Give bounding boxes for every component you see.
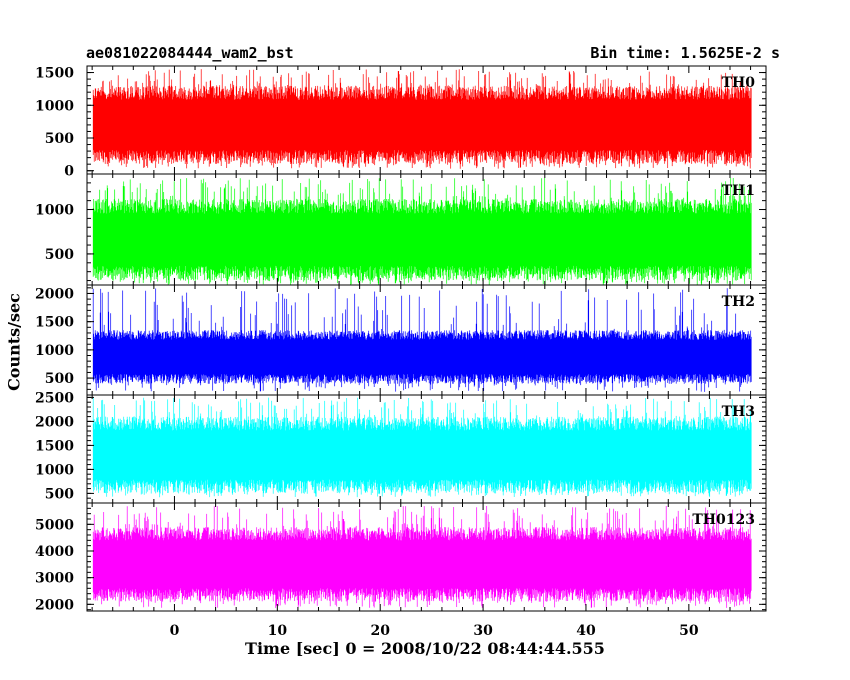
x-tick-label: 20 (370, 623, 390, 639)
y-tick-label: 1500 (35, 66, 74, 82)
y-tick-label: 500 (45, 486, 74, 502)
y-tick-label: 2000 (35, 597, 74, 613)
panel-label-th2: TH2 (722, 294, 755, 310)
x-tick-label: 50 (679, 623, 699, 639)
series-line-th3 (92, 397, 752, 498)
y-tick-label: 1500 (35, 438, 74, 454)
series-line-th0 (92, 69, 752, 169)
panel-label-th3: TH3 (722, 404, 755, 420)
series-line-th1 (92, 178, 752, 285)
y-tick-label: 5000 (35, 517, 74, 533)
y-tick-label: 1000 (35, 462, 74, 478)
panel-label-th0123: TH0123 (692, 512, 755, 528)
y-tick-label: 500 (45, 371, 74, 387)
y-tick-label: 1500 (35, 315, 74, 331)
x-axis-label: Time [sec] 0 = 2008/10/22 08:44:44.555 (245, 639, 605, 658)
panel-label-th0: TH0 (722, 75, 756, 91)
y-tick-label: 1000 (35, 203, 74, 219)
series-line-th0123 (92, 506, 752, 608)
plot-title-right: Bin time: 1.5625E-2 s (590, 44, 780, 62)
x-tick-label: 30 (473, 623, 493, 639)
y-tick-label: 2000 (35, 286, 74, 302)
y-tick-label: 0 (64, 164, 74, 180)
y-axis-label: Counts/sec (4, 293, 24, 391)
panel-frame-th0123 (86, 502, 767, 612)
y-tick-label: 500 (45, 131, 74, 147)
y-tick-label: 2500 (35, 390, 74, 406)
y-tick-label: 1000 (35, 343, 74, 359)
y-tick-label: 2000 (35, 414, 74, 430)
series-line-th2 (92, 288, 752, 392)
x-tick-label: 0 (170, 623, 180, 639)
x-tick-label: 10 (268, 623, 288, 639)
panel-label-th1: TH1 (722, 183, 755, 199)
y-tick-label: 4000 (35, 544, 74, 560)
y-tick-label: 1000 (35, 98, 74, 114)
y-tick-label: 500 (45, 247, 74, 263)
x-tick-label: 40 (576, 623, 596, 639)
y-tick-label: 3000 (35, 571, 74, 587)
plot-title-left: ae081022084444_wam2_bst (86, 44, 294, 62)
